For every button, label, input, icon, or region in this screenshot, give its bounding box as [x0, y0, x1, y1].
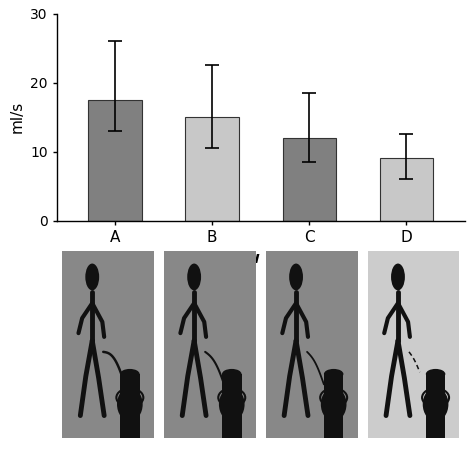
Bar [324, 374, 344, 401]
Ellipse shape [423, 387, 448, 421]
Ellipse shape [222, 369, 242, 379]
Bar [426, 414, 446, 438]
Ellipse shape [120, 369, 140, 379]
Bar [222, 374, 242, 401]
Bar [426, 374, 446, 401]
Bar [368, 251, 459, 438]
Bar [266, 251, 357, 438]
Bar [222, 414, 242, 438]
X-axis label: Flow max: Flow max [220, 251, 301, 266]
Bar [120, 374, 140, 401]
Ellipse shape [219, 387, 245, 421]
Bar [324, 414, 344, 438]
Bar [62, 251, 154, 438]
Circle shape [391, 263, 405, 290]
Y-axis label: ml/s: ml/s [9, 101, 25, 133]
Bar [185, 117, 239, 221]
Ellipse shape [117, 387, 143, 421]
Circle shape [187, 263, 201, 290]
Bar [283, 138, 336, 221]
Bar [164, 251, 255, 438]
Ellipse shape [324, 369, 344, 379]
Bar [380, 158, 433, 221]
Circle shape [289, 263, 303, 290]
Bar [89, 100, 142, 221]
Ellipse shape [426, 369, 446, 379]
Bar [120, 414, 140, 438]
Ellipse shape [321, 387, 346, 421]
Circle shape [85, 263, 99, 290]
